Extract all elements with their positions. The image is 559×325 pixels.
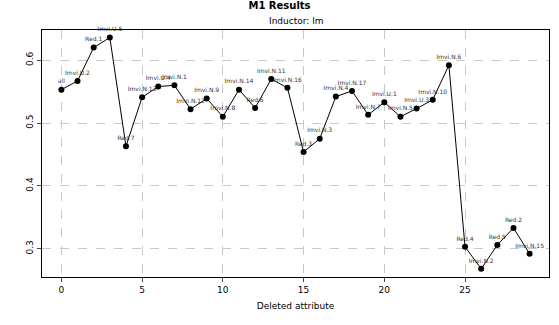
svg-text:Red.6: Red.6 <box>247 96 264 103</box>
svg-text:Imvi.N.14: Imvi.N.14 <box>225 77 254 84</box>
svg-text:0.6: 0.6 <box>25 51 35 66</box>
svg-text:Imvi.U.3: Imvi.U.3 <box>404 96 429 103</box>
svg-text:0.4: 0.4 <box>25 177 35 192</box>
svg-text:20: 20 <box>379 285 391 295</box>
svg-text:25: 25 <box>459 285 470 295</box>
svg-text:Imvi.N.12: Imvi.N.12 <box>176 97 205 104</box>
svg-text:Imvi.N.6: Imvi.N.6 <box>436 53 461 60</box>
svg-text:Imvi.U.4: Imvi.U.4 <box>146 74 171 81</box>
svg-text:5: 5 <box>139 285 145 295</box>
svg-text:Red.1: Red.1 <box>85 35 102 42</box>
svg-text:Red.2: Red.2 <box>505 216 522 223</box>
svg-text:Imvi.N.7: Imvi.N.7 <box>356 103 381 110</box>
svg-text:Imvi.U.5: Imvi.U.5 <box>97 25 122 32</box>
svg-text:Imvi.N.10: Imvi.N.10 <box>418 88 447 95</box>
svg-text:all: all <box>58 77 65 84</box>
svg-text:Imvi.N.15: Imvi.N.15 <box>515 242 544 249</box>
svg-text:Red.5: Red.5 <box>489 233 506 240</box>
svg-text:Imvi.N.11: Imvi.N.11 <box>257 67 286 74</box>
svg-text:Imvi.N.17: Imvi.N.17 <box>338 79 367 86</box>
svg-text:Imvi.N.5: Imvi.N.5 <box>388 104 413 111</box>
svg-text:Imvi.N.13: Imvi.N.13 <box>128 85 157 92</box>
svg-text:Imvi.N.9: Imvi.N.9 <box>194 86 219 93</box>
svg-text:Red.3: Red.3 <box>295 140 312 147</box>
svg-text:0.5: 0.5 <box>25 115 35 129</box>
svg-text:10: 10 <box>217 285 229 295</box>
svg-text:Imvi.N.8: Imvi.N.8 <box>210 104 235 111</box>
svg-text:Red.4: Red.4 <box>456 235 473 242</box>
svg-text:15: 15 <box>298 285 309 295</box>
svg-text:M1 Results: M1 Results <box>248 0 310 11</box>
svg-text:Imvi.N.16: Imvi.N.16 <box>273 76 302 83</box>
svg-text:Imvi.N.2: Imvi.N.2 <box>469 257 494 264</box>
svg-text:Imvi.U.1: Imvi.U.1 <box>372 90 397 97</box>
svg-text:0.3: 0.3 <box>25 240 35 254</box>
svg-text:Inductor: lm: Inductor: lm <box>269 16 323 26</box>
svg-text:Deleted attribute: Deleted attribute <box>257 301 335 311</box>
svg-text:Imvi.N.1: Imvi.N.1 <box>162 73 187 80</box>
svg-text:Imvi.N.4: Imvi.N.4 <box>323 84 348 91</box>
svg-text:Imvi.U.2: Imvi.U.2 <box>65 69 90 76</box>
svg-text:0: 0 <box>59 285 65 295</box>
svg-text:Imvi.N.3: Imvi.N.3 <box>307 126 332 133</box>
svg-text:Red.7: Red.7 <box>117 134 134 141</box>
